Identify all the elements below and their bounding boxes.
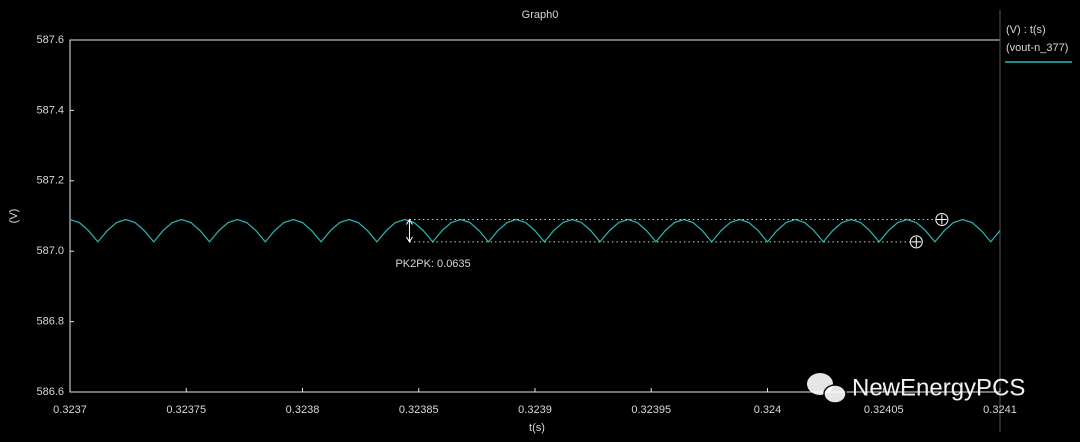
y-tick-label: 586.6 xyxy=(36,386,64,398)
annotation-text: PK2PK: 0.0635 xyxy=(395,258,470,270)
x-tick-label: 0.32395 xyxy=(631,404,671,416)
x-tick-label: 0.3237 xyxy=(53,404,87,416)
x-tick-label: 0.32375 xyxy=(166,404,206,416)
legend-title: (V) : t(s) xyxy=(1006,24,1046,36)
y-tick-label: 587.2 xyxy=(36,175,64,187)
cursor-marker xyxy=(935,213,949,227)
x-tick-label: 0.3239 xyxy=(518,404,552,416)
x-tick-label: 0.324 xyxy=(754,404,782,416)
y-axis-label: (V) xyxy=(8,209,20,224)
watermark-icon xyxy=(807,373,847,404)
arrow-head xyxy=(406,218,413,243)
x-tick-label: 0.32385 xyxy=(399,404,439,416)
x-axis-label: t(s) xyxy=(529,422,545,434)
marker-cross xyxy=(911,236,922,247)
x-tick-label: 0.32405 xyxy=(864,404,904,416)
legend-label: (vout-n_377) xyxy=(1006,42,1068,54)
chart-title: Graph0 xyxy=(522,9,559,21)
watermark: NewEnergyPCS xyxy=(852,374,1025,401)
series-line xyxy=(69,218,1001,243)
x-tick-label: 0.3241 xyxy=(983,404,1017,416)
cursor-marker xyxy=(909,235,923,249)
y-tick-label: 586.8 xyxy=(36,316,64,328)
y-tick-label: 587.0 xyxy=(36,245,64,257)
y-tick-label: 587.4 xyxy=(36,104,64,116)
marker-cross xyxy=(936,214,947,225)
x-tick-label: 0.3238 xyxy=(286,404,320,416)
y-tick-label: 587.6 xyxy=(36,34,64,46)
